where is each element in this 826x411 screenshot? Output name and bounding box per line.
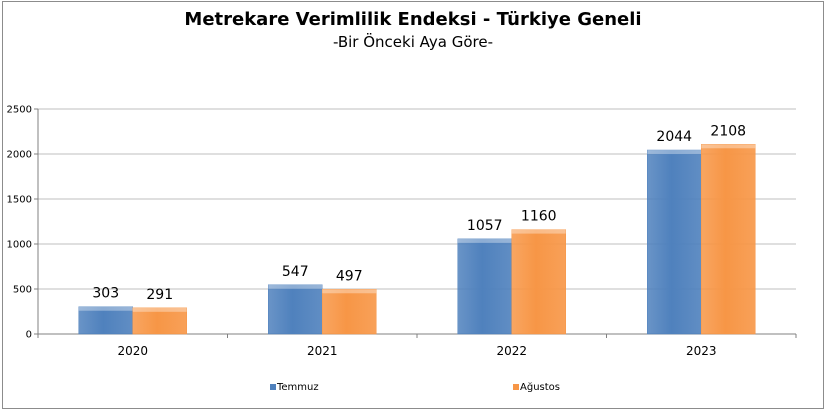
y-tick-label: 1500 [7, 195, 32, 206]
legend-label: Temmuz [276, 382, 319, 393]
legend-swatch-temmuz [270, 384, 276, 390]
bar-temmuz-2020 [78, 306, 133, 335]
x-tick-label: 2022 [496, 344, 527, 358]
legend: Temmuz Ağustos [270, 381, 560, 393]
data-label: 2044 [656, 129, 692, 145]
data-label: 497 [336, 268, 363, 284]
y-tick-label: 2000 [7, 150, 32, 161]
bar-highlight [132, 307, 187, 312]
bar-highlight [457, 238, 512, 243]
bar-temmuz-2023 [647, 149, 702, 335]
data-label: 303 [92, 286, 119, 302]
bar-temmuz-2021 [268, 284, 323, 335]
bar-temmuz-2022 [457, 238, 512, 335]
x-tick-label: 2023 [686, 344, 717, 358]
bar-highlight [511, 229, 566, 234]
x-tick-label: 2021 [307, 344, 338, 358]
chart-title: Metrekare Verimlilik Endeksi - Türkiye G… [184, 9, 642, 30]
bar-highlight [647, 150, 702, 155]
legend-label: Ağustos [520, 381, 560, 393]
data-label: 291 [146, 287, 173, 303]
y-tick-label: 500 [13, 285, 32, 296]
data-label: 1057 [467, 218, 503, 234]
bar-ağustos-2020 [132, 307, 187, 335]
bar-ağustos-2022 [511, 229, 566, 335]
bar-highlight [268, 284, 323, 289]
y-tick-label: 2500 [7, 105, 32, 116]
x-tick-label: 2020 [117, 344, 148, 358]
y-tick-label: 0 [26, 330, 32, 341]
bar-highlight [78, 306, 133, 311]
bar-ağustos-2023 [701, 144, 756, 335]
bar-highlight [701, 144, 756, 149]
y-tick-label: 1000 [7, 240, 32, 251]
data-label: 2108 [710, 123, 746, 139]
chart-subtitle: -Bir Önceki Aya Göre- [332, 33, 494, 51]
data-label: 1160 [521, 209, 557, 225]
bars [78, 144, 756, 335]
legend-swatch-ağustos [513, 384, 519, 390]
bar-highlight [322, 289, 377, 294]
data-label: 547 [282, 264, 309, 280]
data-labels: 303 291 547 497 1057 1160 2044 2108 [92, 123, 746, 303]
bar-ağustos-2021 [322, 289, 377, 335]
